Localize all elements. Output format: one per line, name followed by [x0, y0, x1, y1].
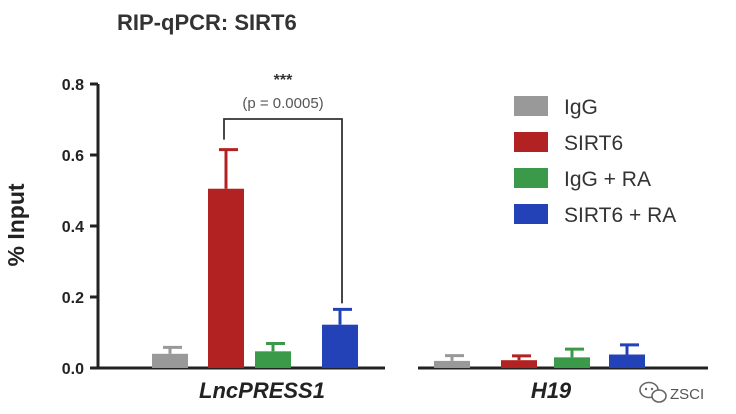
x-category-label: H19 [531, 378, 572, 403]
legend-label: IgG [564, 96, 598, 119]
p-value-label: (p = 0.0005) [242, 95, 323, 112]
y-tick-label: 0.4 [62, 219, 84, 236]
bar-sirt6-lncpress1 [208, 188, 244, 368]
legend-label: IgG + RA [564, 168, 651, 191]
legend-swatch [514, 96, 548, 116]
x-category-label: LncPRESS1 [199, 378, 325, 403]
bar-igg-lncpress1 [152, 353, 188, 368]
watermark: ZSCI [639, 381, 704, 403]
legend-swatch [514, 168, 548, 188]
bar-igg-h19 [434, 360, 470, 368]
legend-swatch [514, 204, 548, 224]
legend-label: SIRT6 + RA [564, 204, 676, 227]
legend-label: SIRT6 [564, 132, 623, 155]
y-tick-label: 0.8 [62, 77, 84, 94]
significance-bracket [223, 118, 343, 304]
bar-sirt6-h19 [501, 360, 537, 368]
bar-sirt6-ra-h19 [609, 354, 645, 368]
watermark-text: ZSCI [670, 386, 704, 403]
wechat-logo-icon [639, 381, 667, 403]
y-axis-label: % Input [3, 183, 29, 266]
legend-swatch [514, 132, 548, 152]
y-tick-label: 0.6 [62, 148, 84, 165]
y-tick-label: 0.2 [62, 290, 84, 307]
bar-sirt6-ra-lncpress1 [322, 324, 358, 368]
y-tick-label: 0.0 [62, 361, 84, 378]
bar-igg-ra-lncpress1 [255, 351, 291, 368]
significance-stars: *** [274, 72, 293, 89]
chart-title: RIP-qPCR: SIRT6 [117, 10, 297, 35]
bar-igg-ra-h19 [554, 357, 590, 368]
